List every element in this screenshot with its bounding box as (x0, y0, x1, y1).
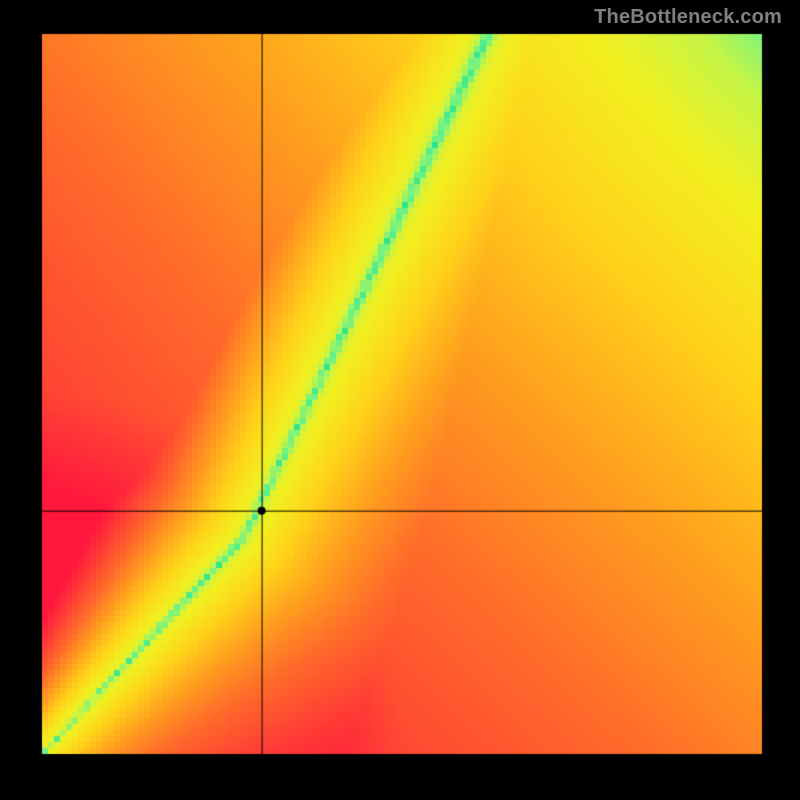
bottleneck-heatmap (0, 0, 800, 800)
watermark-text: TheBottleneck.com (594, 6, 782, 29)
